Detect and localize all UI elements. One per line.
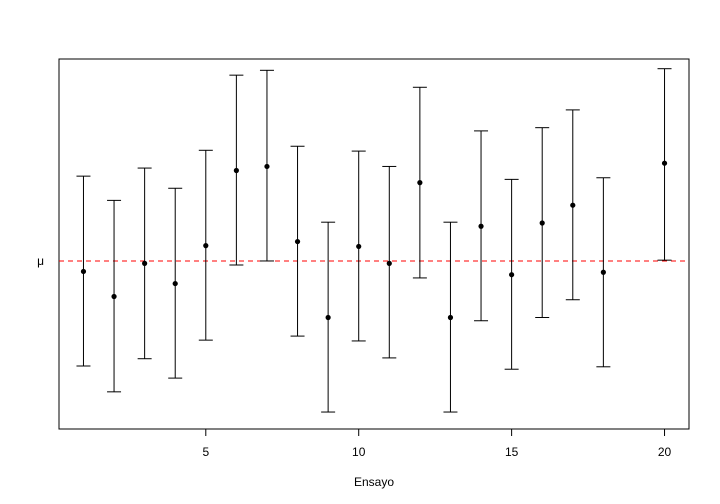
error-bar-5: [198, 149, 213, 341]
estimate-point: [294, 238, 301, 245]
error-bar-9: [321, 221, 336, 413]
x-axis: 5 10 15 20: [202, 428, 672, 459]
error-bar-2: [107, 199, 122, 393]
error-bar-16: [535, 127, 550, 319]
x-tick-label-15: 15: [505, 445, 519, 459]
x-tick-label-10: 10: [352, 445, 366, 459]
error-bar-7: [259, 69, 274, 262]
estimate-point: [356, 243, 362, 250]
error-bar-15: [504, 178, 519, 370]
error-bars-group: [76, 68, 672, 413]
error-bar-6: [229, 74, 244, 266]
error-bar-10: [351, 150, 366, 342]
error-bar-1: [76, 175, 91, 367]
error-bar-14: [474, 130, 489, 322]
estimate-point: [447, 314, 454, 321]
estimate-point: [570, 202, 576, 208]
error-bar-13: [443, 221, 458, 413]
estimate-point: [661, 160, 668, 166]
error-bar-12: [412, 86, 427, 279]
estimate-point: [478, 223, 484, 229]
estimate-point: [386, 260, 392, 266]
reference-line-label: μ: [37, 254, 44, 268]
error-bar-11: [382, 165, 397, 359]
error-bar-17: [565, 109, 580, 301]
x-tick-label-20: 20: [658, 445, 672, 459]
error-bar-20: [657, 68, 672, 261]
estimate-point: [142, 260, 148, 266]
plot-frame: [58, 58, 690, 430]
estimate-point: [325, 314, 331, 321]
estimate-point: [539, 220, 545, 226]
estimate-point: [600, 269, 606, 275]
estimate-point: [417, 180, 423, 186]
x-tick-label-5: 5: [202, 445, 209, 459]
estimate-point: [509, 272, 515, 278]
estimate-point: [203, 243, 209, 249]
estimate-point: [111, 293, 117, 300]
error-bar-18: [596, 177, 611, 368]
error-bar-3: [137, 167, 152, 360]
estimate-point: [264, 163, 270, 170]
error-bar-8: [290, 145, 305, 337]
estimate-point: [233, 167, 239, 174]
estimate-point: [172, 280, 178, 287]
error-bar-4: [168, 187, 183, 379]
x-axis-label: Ensayo: [354, 475, 394, 489]
estimate-point: [80, 268, 87, 275]
